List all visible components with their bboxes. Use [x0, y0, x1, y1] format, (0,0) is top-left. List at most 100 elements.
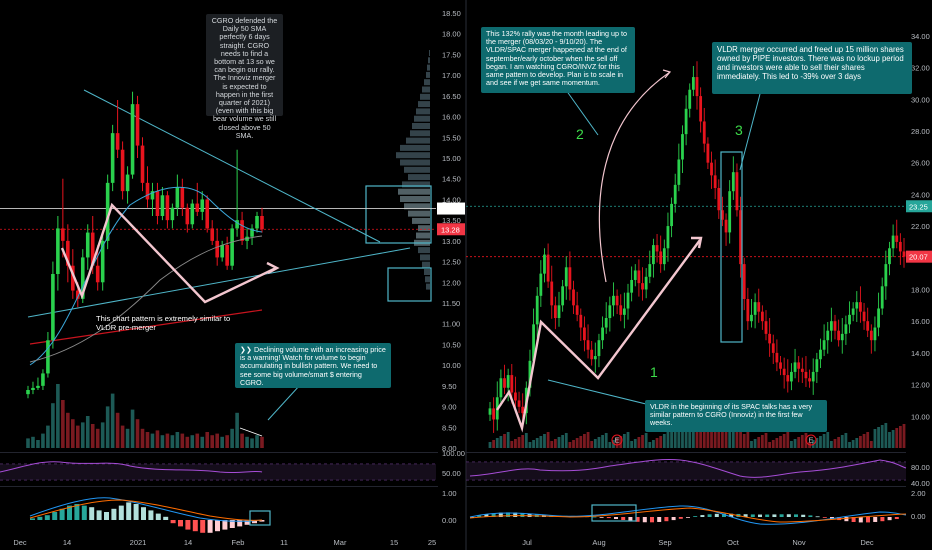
- volume-profile-bar: [422, 86, 430, 93]
- left-candle-body: [160, 195, 165, 216]
- left-candle-body: [110, 133, 115, 183]
- right-volume-bar: [800, 435, 804, 448]
- right-candle-body: [768, 333, 772, 344]
- right-candle-body: [691, 77, 695, 90]
- curved-arrow-head: [662, 69, 672, 79]
- right-volume-bar: [688, 428, 692, 448]
- left-volume-bar: [130, 409, 135, 448]
- right-volume-bar: [891, 430, 895, 448]
- left-volume-bar: [230, 428, 234, 448]
- left-macd-histogram-bar: [200, 520, 206, 533]
- right-macd-box: [591, 504, 637, 522]
- right-volume-bar: [699, 422, 703, 448]
- left-y-tick-label: 16.00: [442, 113, 461, 122]
- earnings-marker-label: E: [614, 436, 619, 445]
- right-candle-body: [644, 276, 648, 290]
- right-candle-body: [557, 305, 561, 319]
- volume-profile-bar: [396, 152, 430, 159]
- right-volume-bar: [790, 441, 793, 448]
- left-y-tick-label: 13.50: [442, 216, 461, 225]
- left-y-tick-label: 18.50: [442, 9, 461, 18]
- right-macd-histogram-bar: [635, 517, 640, 522]
- right-candle-body: [488, 408, 492, 415]
- sma-red-line: [29, 309, 263, 345]
- left-candle-body: [66, 240, 70, 266]
- right-volume-bar: [575, 438, 579, 448]
- left-macd-histogram-bar: [252, 520, 257, 524]
- right-macd-histogram-bar: [477, 515, 482, 517]
- right-candle-body: [666, 226, 670, 249]
- right-candle-body: [735, 172, 739, 211]
- left-volume-bar: [205, 432, 210, 448]
- left-candle-body: [165, 195, 170, 221]
- right-macd-histogram-bar: [830, 517, 834, 519]
- right-candle-body: [535, 295, 539, 325]
- left-candle-body: [155, 191, 160, 216]
- right-zigzag-arrow: [691, 236, 703, 249]
- right-y-tick-label: 28.00: [911, 127, 930, 136]
- right-volume-bar: [590, 441, 594, 448]
- left-volume-bar: [225, 435, 229, 448]
- left-price-tag-label: 13.28: [441, 225, 460, 234]
- left-candle-body: [90, 232, 95, 266]
- left-macd-histogram-bar: [30, 518, 35, 520]
- right-candle-body: [840, 333, 844, 341]
- right-candle-body: [506, 375, 510, 388]
- right-candle-body: [779, 362, 782, 369]
- right-candle-body: [826, 330, 830, 341]
- right-volume-bar: [753, 439, 757, 448]
- right-volume-bar: [557, 437, 561, 448]
- left-volume-bar: [36, 440, 40, 448]
- left-volume-bar: [245, 436, 249, 448]
- right-volume-bar: [764, 433, 768, 448]
- left-candle-body: [120, 149, 125, 192]
- right-macd-histogram-bar: [714, 513, 719, 517]
- right-candle-body: [637, 270, 641, 284]
- right-candle-body: [775, 352, 779, 363]
- left-volume-bar: [220, 436, 224, 448]
- annotation-cgro-sma: CGRO defended the Daily 50 SMA perfectly…: [206, 14, 283, 139]
- left-candle-body: [190, 203, 195, 225]
- right-y-tick-label: 22.00: [911, 222, 930, 231]
- right-candle-body: [681, 134, 684, 160]
- right-candle-body: [590, 349, 594, 360]
- volume-profile-bar: [428, 57, 430, 64]
- left-macd-histogram-bar: [155, 513, 161, 520]
- left-candle-body: [71, 265, 75, 291]
- right-macd-histogram-bar: [592, 516, 597, 518]
- left-candle-body: [36, 385, 40, 388]
- right-candle-body: [710, 162, 713, 176]
- left-candle-body: [85, 232, 90, 258]
- left-macd-histogram-bar: [81, 505, 87, 520]
- right-volume-bar: [524, 433, 528, 448]
- right-candle-body: [539, 273, 543, 296]
- right-macd-histogram-bar: [858, 517, 863, 523]
- right-candle-body: [517, 400, 521, 407]
- right-volume-bar: [648, 442, 652, 448]
- right-volume-bar: [677, 423, 681, 448]
- right-macd-histogram-bar: [801, 514, 806, 517]
- right-volume-bar: [717, 423, 721, 448]
- right-candle-body: [514, 392, 517, 401]
- right-candle-body: [659, 251, 663, 265]
- right-candle-body: [572, 289, 575, 306]
- right-candle-body: [695, 77, 699, 97]
- right-candle-body: [633, 270, 637, 280]
- right-macd-histogram-bar: [614, 517, 618, 520]
- volume-profile-bar: [424, 79, 430, 86]
- left-volume-bar: [80, 422, 85, 448]
- left-candle-body: [135, 104, 140, 146]
- right-macd-histogram-bar: [873, 517, 878, 522]
- right-volume-bar: [521, 435, 525, 448]
- right-candle-body: [884, 264, 888, 287]
- right-candle-body: [579, 314, 583, 328]
- right-candle-body: [546, 254, 550, 282]
- left-rsi-line: [0, 461, 263, 474]
- left-candle-body: [250, 228, 254, 237]
- right-volume-bar: [655, 438, 659, 448]
- right-macd-histogram-bar: [498, 512, 503, 517]
- right-macd-histogram-bar: [707, 514, 712, 517]
- left-candle-body: [140, 145, 145, 183]
- volume-profile-bar: [412, 123, 430, 129]
- left-volume-bar: [90, 424, 95, 448]
